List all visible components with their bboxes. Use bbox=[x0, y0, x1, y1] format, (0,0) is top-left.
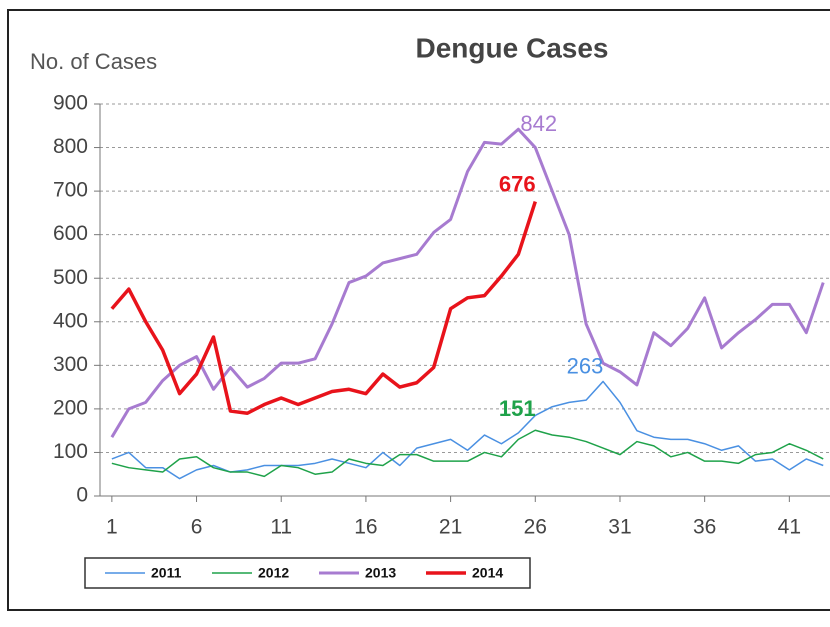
chart-frame bbox=[7, 9, 830, 611]
x-tick-label: 31 bbox=[608, 516, 631, 539]
x-tick-label: 26 bbox=[524, 516, 547, 539]
y-tick-label: 900 bbox=[53, 92, 88, 115]
y-tick-label: 800 bbox=[53, 135, 88, 158]
series-line bbox=[110, 201, 537, 415]
x-tick-label: 41 bbox=[778, 516, 801, 539]
plot-area bbox=[110, 127, 825, 480]
chart-title: Dengue Cases bbox=[416, 32, 609, 63]
x-tick-label: 6 bbox=[191, 516, 203, 539]
legend-label: 2011 bbox=[151, 565, 182, 581]
y-tick-label: 200 bbox=[53, 396, 88, 419]
data-label: 263 bbox=[567, 353, 604, 378]
y-axis-label: No. of Cases bbox=[30, 49, 157, 74]
legend-label: 2013 bbox=[365, 565, 396, 581]
x-tick-label: 21 bbox=[439, 516, 462, 539]
y-tick-label: 700 bbox=[53, 179, 88, 202]
y-tick-label: 0 bbox=[76, 484, 88, 507]
y-tick-label: 600 bbox=[53, 222, 88, 245]
series-line bbox=[111, 429, 824, 478]
data-label: 842 bbox=[520, 111, 557, 136]
data-label: 151 bbox=[499, 396, 536, 421]
y-tick-label: 500 bbox=[53, 266, 88, 289]
x-tick-label: 16 bbox=[354, 516, 377, 539]
series-line bbox=[110, 127, 825, 438]
y-tick-label: 400 bbox=[53, 309, 88, 332]
x-tick-label: 11 bbox=[270, 516, 292, 539]
y-tick-label: 300 bbox=[53, 353, 88, 376]
x-tick-label: 36 bbox=[693, 516, 716, 539]
legend-label: 2014 bbox=[472, 565, 503, 581]
legend-label: 2012 bbox=[258, 565, 289, 581]
x-tick-label: 1 bbox=[106, 516, 118, 539]
data-label: 676 bbox=[499, 171, 536, 196]
y-tick-label: 100 bbox=[53, 440, 88, 463]
